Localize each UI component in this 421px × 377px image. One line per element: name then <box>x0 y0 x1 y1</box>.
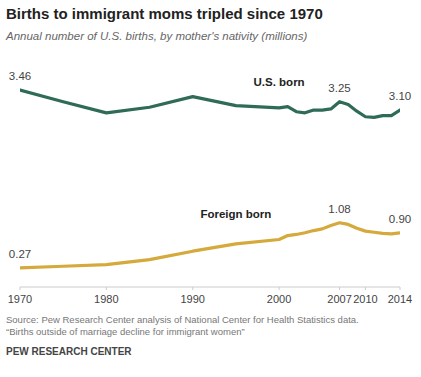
chart: Births to immigrant moms tripled since 1… <box>0 0 421 377</box>
x-tick <box>106 287 107 290</box>
x-tick <box>400 287 401 290</box>
x-tick-label: 1980 <box>94 293 118 305</box>
x-tick <box>365 287 366 290</box>
data-label: 0.90 <box>389 213 411 225</box>
x-tick <box>339 287 340 290</box>
x-tick <box>192 287 193 290</box>
series-line <box>20 90 400 117</box>
x-tick-label: 2007 <box>327 293 351 305</box>
series-label: Foreign born <box>200 208 271 220</box>
x-tick-label: 1990 <box>180 293 204 305</box>
data-label: 1.08 <box>328 203 350 215</box>
footer: PEW RESEARCH CENTER <box>6 346 132 357</box>
series-line <box>20 223 400 268</box>
subtitle: Annual number of U.S. births, by mother'… <box>5 30 307 42</box>
data-label: 0.27 <box>9 248 31 260</box>
title: Births to immigrant moms tripled since 1… <box>6 5 323 22</box>
series-label: U.S. born <box>254 76 305 88</box>
data-label: 3.46 <box>9 70 31 82</box>
x-tick-label: 1970 <box>8 293 32 305</box>
data-label: 3.10 <box>389 90 411 102</box>
source: Source: Pew Research Center analysis of … <box>6 314 359 325</box>
source: “Births outside of marriage decline for … <box>6 326 245 337</box>
x-tick <box>279 287 280 290</box>
x-tick-label: 2014 <box>388 293 412 305</box>
data-label: 3.25 <box>328 82 350 94</box>
plot-lines <box>20 90 400 268</box>
x-tick-label: 2000 <box>267 293 291 305</box>
x-tick <box>20 287 21 290</box>
x-tick-label: 2010 <box>353 293 377 305</box>
axis-line <box>20 287 400 288</box>
